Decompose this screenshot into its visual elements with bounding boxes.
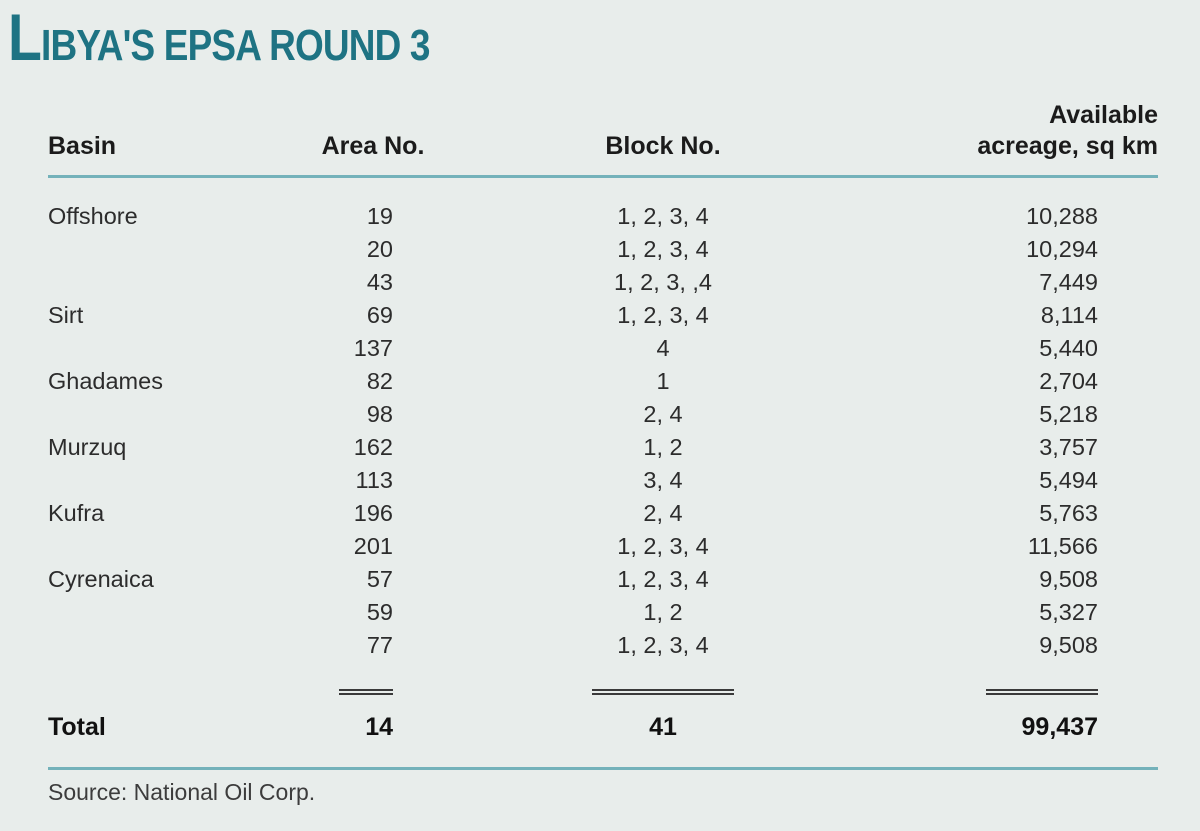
acreage-cell: 11,566 xyxy=(1027,533,1098,559)
basin-cell xyxy=(48,233,258,266)
header-acreage-line2: acreage, sq km xyxy=(977,132,1158,160)
area-cell: 162 xyxy=(353,434,393,460)
area-cell: 137 xyxy=(353,335,393,361)
acreage-cell: 5,218 xyxy=(1039,401,1098,427)
total-row: Total 14 41 99,437 xyxy=(48,701,1158,753)
basin-cell xyxy=(48,596,258,629)
total-acreage-cell: 99,437 xyxy=(1021,713,1098,741)
block-cell: 4 xyxy=(656,335,670,361)
acreage-cell: 8,114 xyxy=(1040,302,1098,328)
basin-cell xyxy=(48,332,258,365)
block-cell: 1, 2 xyxy=(643,599,683,625)
header-acreage-line1: Available xyxy=(1049,101,1158,129)
header-basin: Basin xyxy=(48,100,258,178)
total-area-cell: 14 xyxy=(365,713,393,741)
acreage-cell: 7,449 xyxy=(1039,269,1098,295)
acreage-cell: 5,763 xyxy=(1039,500,1098,526)
block-cell: 3, 4 xyxy=(643,467,683,493)
area-cell: 69 xyxy=(366,302,393,328)
total-label: Total xyxy=(48,713,106,741)
table-row: 59 1, 2 5,327 xyxy=(48,596,1158,629)
table-row: 43 1, 2, 3, ,4 7,449 xyxy=(48,266,1158,299)
basin-cell: Sirt xyxy=(48,302,84,328)
bottom-divider xyxy=(48,767,1158,770)
table-row: 201 1, 2, 3, 4 11,566 xyxy=(48,530,1158,563)
epsa-round3-table: Basin Area No. Block No. Available acreag… xyxy=(48,100,1158,753)
area-total-rule xyxy=(339,689,393,695)
title-text: IBYA'S EPSA ROUND 3 xyxy=(41,21,430,70)
acreage-cell: 5,494 xyxy=(1039,467,1098,493)
block-cell: 2, 4 xyxy=(643,401,683,427)
block-cell: 1, 2, 3, 4 xyxy=(617,302,709,328)
table-header: Basin Area No. Block No. Available acreag… xyxy=(48,100,1158,178)
acreage-cell: 10,288 xyxy=(1026,203,1098,229)
basin-cell: Ghadames xyxy=(48,368,163,394)
area-cell: 82 xyxy=(366,368,393,394)
block-cell: 1, 2 xyxy=(643,434,683,460)
area-cell: 43 xyxy=(366,269,393,295)
table-row: 20 1, 2, 3, 4 10,294 xyxy=(48,233,1158,266)
area-cell: 98 xyxy=(366,401,393,427)
basin-cell xyxy=(48,266,258,299)
block-cell: 1, 2, 3, 4 xyxy=(617,236,709,262)
table-row: Kufra 196 2, 4 5,763 xyxy=(48,497,1158,530)
area-cell: 196 xyxy=(353,500,393,526)
acreage-cell: 5,440 xyxy=(1039,335,1098,361)
basin-cell xyxy=(48,464,258,497)
basin-cell: Murzuq xyxy=(48,434,127,460)
table-row: Offshore 19 1, 2, 3, 4 10,288 xyxy=(48,177,1158,234)
block-cell: 1, 2, 3, 4 xyxy=(617,203,709,229)
acreage-cell: 9,508 xyxy=(1039,632,1098,658)
area-cell: 201 xyxy=(353,533,393,559)
basin-cell: Kufra xyxy=(48,500,105,526)
area-cell: 57 xyxy=(366,566,393,592)
acreage-cell: 10,294 xyxy=(1026,236,1098,262)
header-block-no: Block No. xyxy=(488,100,838,178)
acreage-cell: 3,757 xyxy=(1039,434,1098,460)
block-cell: 2, 4 xyxy=(643,500,683,526)
block-total-rule xyxy=(592,689,734,695)
totals-separator-row xyxy=(48,662,1158,701)
acreage-cell: 2,704 xyxy=(1039,368,1098,394)
header-row: Basin Area No. Block No. Available acreag… xyxy=(48,100,1158,178)
block-cell: 1 xyxy=(656,368,670,394)
total-block-cell: 41 xyxy=(649,713,677,741)
table-row: Sirt 69 1, 2, 3, 4 8,114 xyxy=(48,299,1158,332)
table-row: 137 4 5,440 xyxy=(48,332,1158,365)
table-row: 113 3, 4 5,494 xyxy=(48,464,1158,497)
table-row: 77 1, 2, 3, 4 9,508 xyxy=(48,629,1158,662)
acreage-total-rule xyxy=(986,689,1098,695)
header-available-acreage: Available acreage, sq km xyxy=(838,100,1158,178)
header-area-no: Area No. xyxy=(258,100,488,178)
block-cell: 1, 2, 3, ,4 xyxy=(614,269,712,295)
area-cell: 20 xyxy=(366,236,393,262)
basin-cell xyxy=(48,530,258,563)
table-panel: Basin Area No. Block No. Available acreag… xyxy=(48,100,1158,806)
figure-title: LIBYA'S EPSA ROUND 3 xyxy=(8,4,430,80)
area-cell: 77 xyxy=(366,632,393,658)
table-row: Ghadames 82 1 2,704 xyxy=(48,365,1158,398)
block-cell: 1, 2, 3, 4 xyxy=(617,632,709,658)
block-cell: 1, 2, 3, 4 xyxy=(617,566,709,592)
acreage-cell: 5,327 xyxy=(1039,599,1098,625)
basin-cell: Cyrenaica xyxy=(48,566,154,592)
acreage-cell: 9,508 xyxy=(1039,566,1098,592)
basin-cell xyxy=(48,629,258,662)
table-row: 98 2, 4 5,218 xyxy=(48,398,1158,431)
title-drop-cap: L xyxy=(8,0,42,74)
area-cell: 19 xyxy=(366,203,393,229)
basin-cell xyxy=(48,398,258,431)
area-cell: 59 xyxy=(366,599,393,625)
table-row: Murzuq 162 1, 2 3,757 xyxy=(48,431,1158,464)
source-note: Source: National Oil Corp. xyxy=(48,779,316,805)
basin-cell: Offshore xyxy=(48,203,138,229)
table-body: Offshore 19 1, 2, 3, 4 10,288 20 1, 2, 3… xyxy=(48,177,1158,754)
block-cell: 1, 2, 3, 4 xyxy=(617,533,709,559)
area-cell: 113 xyxy=(355,467,393,493)
table-row: Cyrenaica 57 1, 2, 3, 4 9,508 xyxy=(48,563,1158,596)
